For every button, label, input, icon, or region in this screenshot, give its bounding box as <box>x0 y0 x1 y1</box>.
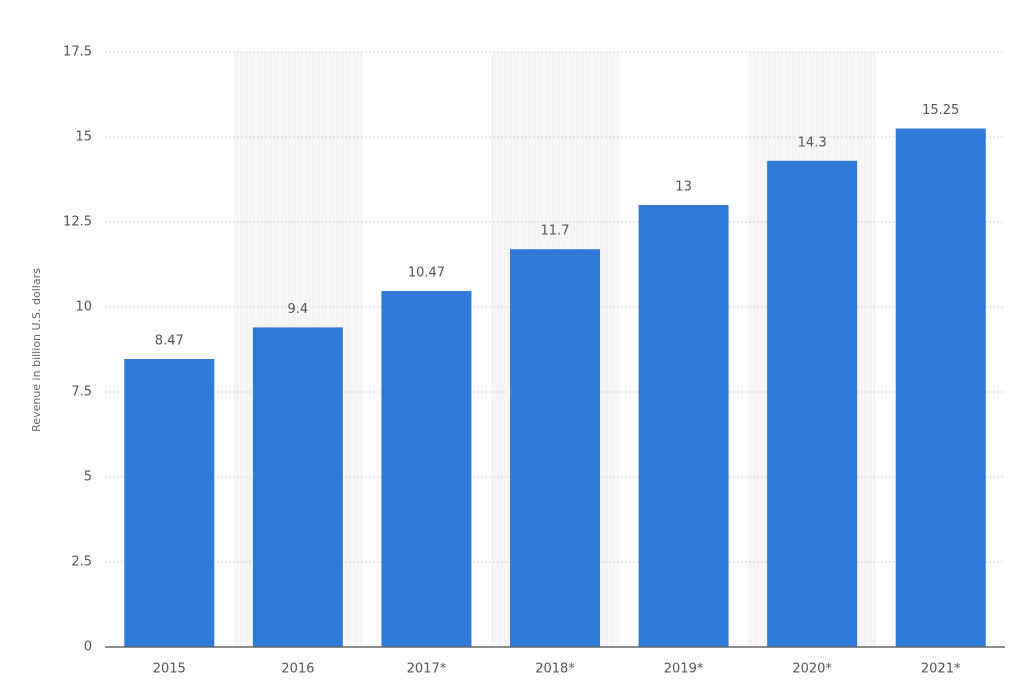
value-label: 10.47 <box>408 266 445 281</box>
y-tick-label: 15 <box>75 130 92 145</box>
y-tick-label: 5 <box>84 470 92 485</box>
x-tick-label: 2016 <box>281 662 314 677</box>
y-tick-label: 7.5 <box>71 385 92 400</box>
x-tick-label: 2018* <box>535 662 575 677</box>
x-tick-label: 2020* <box>792 662 832 677</box>
value-label: 9.4 <box>288 302 309 317</box>
value-label: 14.3 <box>798 135 827 150</box>
bar <box>381 291 472 647</box>
x-tick-label: 2015 <box>153 662 186 677</box>
value-label: 8.47 <box>155 334 184 349</box>
x-tick-label: 2021* <box>921 662 961 677</box>
y-tick-label: 2.5 <box>71 555 92 570</box>
y-axis-title: Revenue in billion U.S. dollars <box>30 268 43 432</box>
bar <box>767 160 858 648</box>
value-label: 13 <box>675 180 692 195</box>
x-tick-label: 2019* <box>664 662 704 677</box>
value-label: 11.7 <box>541 224 570 239</box>
y-tick-label: 12.5 <box>63 215 92 230</box>
y-tick-label: 17.5 <box>63 45 92 60</box>
x-tick-label: 2017* <box>407 662 447 677</box>
bar <box>124 359 215 647</box>
y-tick-label: 10 <box>75 300 92 315</box>
y-tick-label: 0 <box>84 640 92 655</box>
value-label: 15.25 <box>922 103 959 118</box>
bar <box>638 205 729 647</box>
bar <box>252 327 343 647</box>
bar <box>895 128 986 647</box>
bar <box>510 249 600 647</box>
